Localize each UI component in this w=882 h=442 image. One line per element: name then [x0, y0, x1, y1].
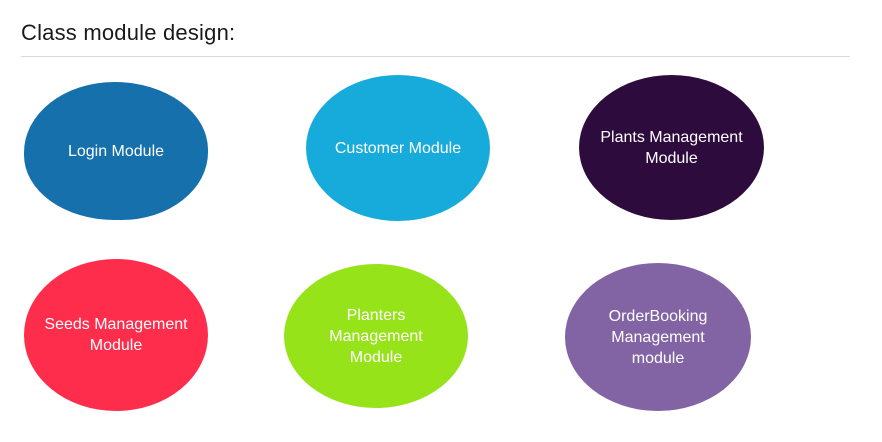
module-label-line: Module [89, 337, 143, 354]
module-label: OrderBooking Management module [609, 306, 708, 369]
module-label: Plants Management Module [600, 127, 742, 169]
module-label-line: module [631, 349, 685, 367]
module-label-line: OrderBooking [608, 307, 708, 325]
module-label-line: Management [329, 327, 423, 345]
plants-management-module-node: Plants Management Module [579, 75, 764, 220]
module-label-line: Customer Module [334, 139, 462, 157]
module-label-line: Planters [346, 306, 406, 324]
module-label-line: Management [611, 328, 705, 346]
module-label: Seeds Management Module [44, 314, 187, 356]
title-divider [21, 56, 850, 57]
module-label-line: Seeds Management [44, 316, 188, 333]
page-title: Class module design: [21, 20, 236, 45]
login-module-node: Login Module [24, 82, 208, 220]
orderbooking-management-module-node: OrderBooking Management module [565, 263, 751, 411]
customer-module-node: Customer Module [306, 75, 490, 221]
module-label: Customer Module [335, 138, 461, 159]
seeds-management-module-node: Seeds Management Module [24, 259, 208, 411]
module-label-line: Login Module [67, 142, 165, 160]
module-label-line: Module [349, 348, 403, 366]
planters-management-module-node: Planters Management Module [284, 264, 468, 408]
module-label: Planters Management Module [329, 305, 422, 368]
module-label-line: Plants Management [600, 128, 743, 146]
module-label-line: Module [645, 149, 698, 167]
module-label: Login Module [68, 141, 164, 162]
